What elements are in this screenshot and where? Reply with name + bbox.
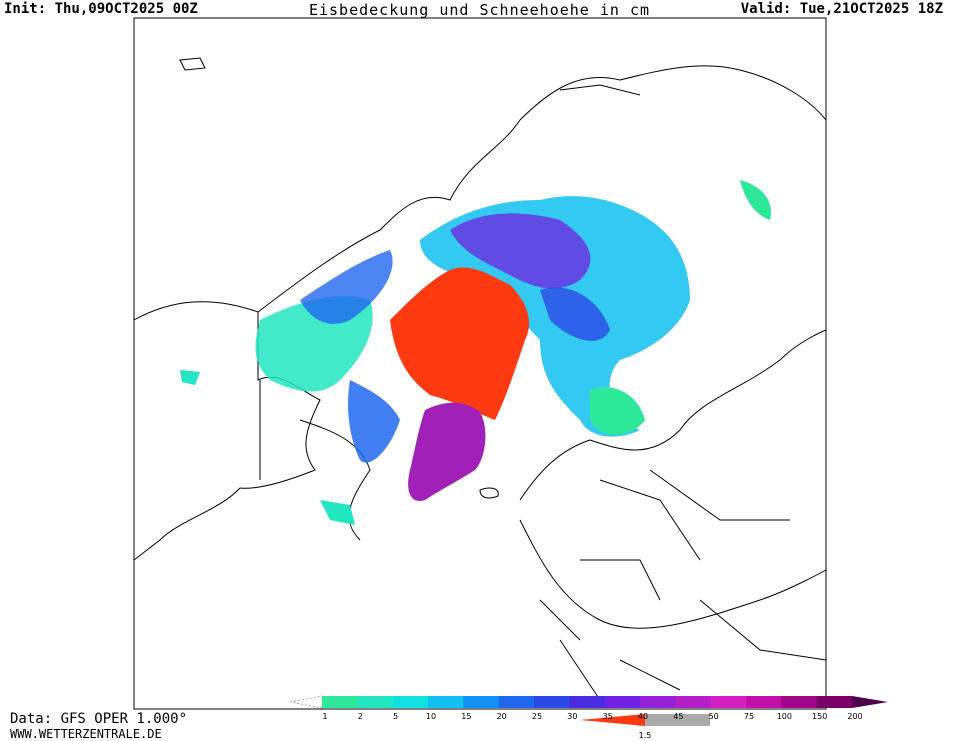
init-time: Init: Thu,09OCT2025 00Z	[4, 1, 198, 17]
colorbar-label: 2	[358, 712, 363, 721]
ice-label: 1.5	[639, 731, 652, 740]
colorbar-label: 200	[847, 712, 862, 721]
colorbar-label: 75	[744, 712, 754, 721]
colorbar-label: 35	[603, 712, 613, 721]
colorbar-box	[357, 696, 394, 708]
colorbar-box	[392, 696, 429, 708]
coastlines	[133, 57, 827, 701]
data-source: Data: GFS OPER 1.000°	[10, 711, 188, 727]
colorbar-label: 50	[709, 712, 719, 721]
colorbar-label: 25	[532, 712, 542, 721]
colorbar-label: 5	[393, 712, 398, 721]
colorbar-label: 10	[426, 712, 436, 721]
colorbar-over	[852, 696, 888, 708]
colorbar-label: 150	[812, 712, 827, 721]
colorbar-label: 20	[497, 712, 507, 721]
colorbar-box	[710, 696, 747, 708]
ice-bar-gray	[645, 714, 710, 726]
colorbar-label: 100	[777, 712, 792, 721]
colorbar-box	[675, 696, 712, 708]
colorbar-box	[428, 696, 464, 708]
ice-bar	[580, 714, 645, 726]
colorbar-box	[534, 696, 570, 708]
colorbar-box	[640, 696, 676, 708]
colorbar-box	[781, 696, 818, 708]
colorbar-box	[463, 696, 500, 708]
colorbar-label: 45	[673, 712, 683, 721]
colorbar-box	[604, 696, 641, 708]
colorbar-box	[322, 696, 358, 708]
colorbar-box	[746, 696, 782, 708]
colorbar-label: 1	[322, 712, 327, 721]
colorbar-under	[289, 695, 323, 709]
greenland-snow	[408, 402, 486, 501]
site: WWW.WETTERZENTRALE.DE	[10, 727, 162, 741]
colorbar-box	[816, 696, 853, 708]
colorbar-label: 40	[638, 712, 648, 721]
snow-cover	[180, 180, 771, 525]
colorbar-label: 15	[461, 712, 471, 721]
map-title: Eisbedeckung und Schneehoehe in cm	[308, 1, 651, 19]
sea-ice	[390, 267, 530, 420]
colorbar-label: 30	[567, 712, 577, 721]
colorbar-box	[498, 696, 535, 708]
colorbar-box	[569, 696, 606, 708]
valid-time: Valid: Tue,21OCT2025 18Z	[740, 1, 943, 17]
